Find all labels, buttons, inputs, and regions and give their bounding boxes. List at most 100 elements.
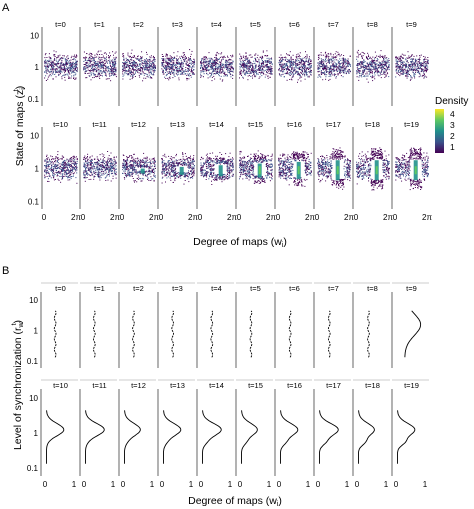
scatter-point <box>384 55 386 57</box>
scatter-point <box>380 64 382 66</box>
scatter-point <box>165 75 167 77</box>
scatter-point <box>213 63 215 65</box>
scatter-point <box>151 61 153 63</box>
scatter-point <box>111 69 113 71</box>
scatter-point <box>310 59 312 61</box>
scatter-point <box>166 61 168 63</box>
scatter-point <box>129 56 131 58</box>
scatter-point <box>310 71 312 73</box>
scatter-point <box>214 62 216 64</box>
scatter-point <box>309 72 311 74</box>
scatter-point <box>263 66 265 68</box>
scatter-point <box>104 72 106 74</box>
scatter-point <box>222 71 224 73</box>
facet-strip <box>355 20 390 28</box>
scatter-point <box>186 64 188 66</box>
scatter-point <box>100 63 102 65</box>
scatter-point <box>70 68 72 70</box>
scatter-point <box>401 62 403 64</box>
scatter-point <box>335 65 337 67</box>
scatter-point <box>150 65 151 67</box>
scatter-point <box>60 158 62 160</box>
scatter-point <box>357 60 359 62</box>
scatter-point <box>74 169 76 171</box>
scatter-point <box>193 73 195 75</box>
scatter-point <box>341 54 342 56</box>
scatter-point <box>343 69 344 71</box>
scatter-point <box>338 61 340 63</box>
scatter-point <box>97 72 99 74</box>
scatter-point <box>102 66 104 68</box>
scatter-point <box>283 64 285 66</box>
scatter-point <box>338 70 340 72</box>
scatter-point <box>422 62 424 64</box>
scatter-point <box>98 160 99 161</box>
scatter-point <box>290 60 292 62</box>
scatter-point <box>384 76 386 78</box>
scatter-point <box>227 63 229 65</box>
scatter-point <box>48 67 49 69</box>
scatter-point <box>220 62 222 64</box>
scatter-point <box>193 69 195 71</box>
scatter-point <box>68 66 70 68</box>
scatter-point <box>68 160 70 162</box>
scatter-point <box>146 73 148 75</box>
scatter-point <box>107 67 109 69</box>
scatter-point <box>218 70 220 72</box>
scatter-point <box>335 56 337 58</box>
scatter-point <box>328 53 330 55</box>
scatter-point <box>367 68 369 70</box>
scatter-point <box>372 69 374 71</box>
scatter-point <box>209 60 211 62</box>
scatter-point <box>331 62 333 64</box>
scatter-point <box>186 61 188 63</box>
scatter-point <box>205 70 207 72</box>
scatter-point <box>148 69 150 71</box>
scatter-point <box>252 77 253 79</box>
scatter-point <box>318 57 320 58</box>
scatter-point <box>342 76 344 78</box>
scatter-point <box>266 66 267 68</box>
scatter-point <box>137 55 139 57</box>
scatter-point <box>282 58 283 60</box>
scatter-point <box>188 66 190 67</box>
scatter-point <box>404 58 406 60</box>
scatter-point <box>96 67 98 69</box>
scatter-point <box>224 64 226 65</box>
scatter-point <box>248 60 249 62</box>
scatter-point <box>108 170 110 171</box>
scatter-point <box>101 65 103 66</box>
scatter-point <box>102 75 103 77</box>
scatter-point <box>258 60 260 62</box>
scatter-point <box>242 70 244 72</box>
scatter-point <box>369 61 371 63</box>
scatter-point <box>191 73 193 75</box>
scatter-point <box>427 61 429 63</box>
scatter-point <box>55 63 57 65</box>
scatter-point <box>319 70 321 72</box>
scatter-point <box>341 66 343 68</box>
scatter-point <box>67 70 69 72</box>
scatter-point <box>161 63 163 65</box>
scatter-point <box>44 71 46 73</box>
scatter-point <box>113 168 115 170</box>
scatter-point <box>88 57 90 59</box>
scatter-point <box>324 66 326 68</box>
scatter-point <box>344 69 346 71</box>
scatter-point <box>242 64 244 65</box>
scatter-point <box>166 69 168 70</box>
scatter-point <box>360 61 362 63</box>
scatter-point <box>226 75 228 77</box>
scatter-point <box>105 171 107 173</box>
scatter-point <box>348 64 350 65</box>
scatter-point <box>215 60 217 62</box>
scatter-point <box>192 73 194 75</box>
scatter-point <box>109 158 111 160</box>
scatter-point <box>97 66 99 68</box>
scatter-point <box>174 67 176 69</box>
scatter-point <box>109 62 111 64</box>
scatter-point <box>379 54 381 56</box>
scatter-point <box>325 76 327 78</box>
scatter-point <box>122 75 124 77</box>
scatter-point <box>210 75 212 77</box>
